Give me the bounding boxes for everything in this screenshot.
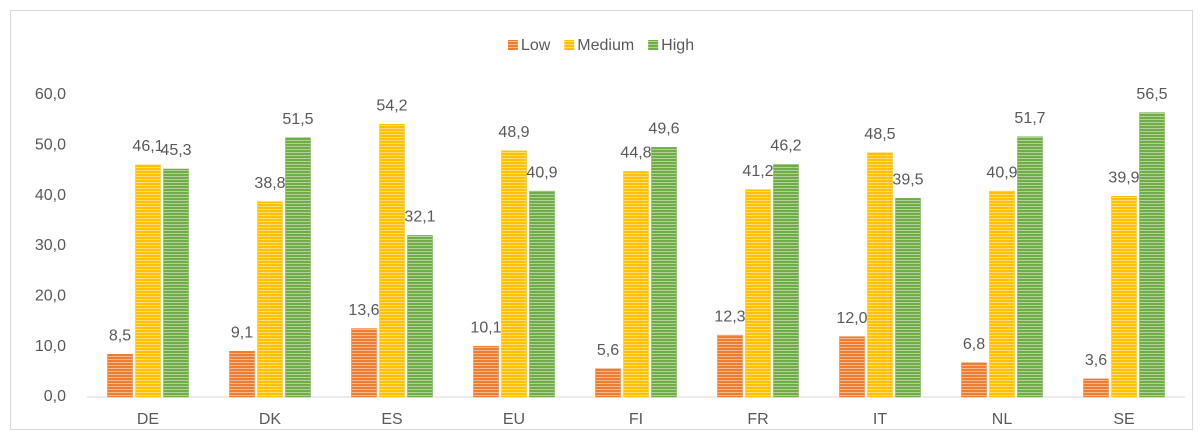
value-label: 45,3 — [160, 142, 191, 159]
value-label: 54,2 — [376, 97, 407, 114]
bar — [529, 190, 555, 398]
y-tick-label: 10,0 — [35, 338, 66, 355]
value-label: 56,5 — [1136, 86, 1167, 103]
bar — [407, 235, 433, 398]
bar — [107, 353, 133, 398]
x-tick-label: DK — [259, 411, 282, 428]
bar — [135, 164, 161, 398]
x-tick-label: DE — [137, 411, 159, 428]
value-label: 39,5 — [892, 171, 923, 188]
bar — [595, 368, 621, 398]
bar — [867, 152, 893, 398]
legend-swatch — [507, 40, 518, 50]
y-tick-label: 40,0 — [35, 187, 66, 204]
x-tick-label: IT — [873, 411, 887, 428]
bar — [1017, 136, 1043, 398]
x-tick-label: ES — [381, 411, 402, 428]
bar — [989, 190, 1015, 398]
legend: Low Medium High — [507, 37, 694, 54]
bar — [623, 171, 649, 398]
x-tick-label: FR — [747, 411, 768, 428]
value-label: 39,9 — [1108, 169, 1139, 186]
y-tick-label: 20,0 — [35, 288, 66, 305]
value-label: 12,0 — [836, 310, 867, 327]
value-label: 32,1 — [404, 209, 435, 226]
bar — [961, 362, 987, 398]
bar — [163, 168, 189, 398]
value-label: 5,6 — [597, 342, 619, 359]
bar — [745, 189, 771, 398]
x-tick-label: FI — [629, 411, 643, 428]
value-label: 46,2 — [770, 138, 801, 155]
value-label: 38,8 — [254, 175, 285, 192]
bar — [895, 197, 921, 398]
value-label: 51,7 — [1014, 110, 1045, 127]
value-label: 48,9 — [498, 124, 529, 141]
bar — [379, 123, 405, 398]
value-label: 9,1 — [231, 324, 253, 341]
y-tick-label: 60,0 — [35, 86, 66, 103]
bar — [351, 328, 377, 398]
bar — [1139, 112, 1165, 398]
value-label: 8,5 — [109, 327, 131, 344]
y-tick-label: 30,0 — [35, 237, 66, 254]
legend-label: Medium — [577, 37, 634, 54]
legend-label: High — [661, 37, 694, 54]
y-tick-label: 0,0 — [44, 388, 66, 405]
bar — [839, 336, 865, 398]
bar — [473, 345, 499, 398]
bar — [717, 334, 743, 398]
value-label: 44,8 — [620, 145, 651, 162]
value-label: 48,5 — [864, 126, 895, 143]
x-tick-label: EU — [503, 411, 525, 428]
bar — [1083, 378, 1109, 398]
bar — [285, 137, 311, 398]
x-tick-label: SE — [1113, 411, 1134, 428]
value-label: 41,2 — [742, 163, 773, 180]
value-label: 13,6 — [348, 302, 379, 319]
bar — [651, 147, 677, 398]
legend-label: Low — [521, 37, 551, 54]
bar — [229, 350, 255, 398]
legend-swatch — [564, 40, 575, 50]
value-label: 51,5 — [282, 111, 313, 128]
x-tick-label: NL — [992, 411, 1013, 428]
value-label: 49,6 — [648, 121, 679, 138]
bar — [257, 201, 283, 398]
legend-swatch — [648, 40, 659, 50]
value-label: 40,9 — [526, 164, 557, 181]
bar — [773, 164, 799, 398]
value-label: 46,1 — [132, 138, 163, 155]
bar — [501, 150, 527, 398]
value-label: 10,1 — [470, 319, 501, 336]
y-tick-label: 50,0 — [35, 137, 66, 154]
value-label: 6,8 — [963, 336, 985, 353]
value-label: 3,6 — [1085, 352, 1107, 369]
value-label: 12,3 — [714, 308, 745, 325]
bar — [1111, 195, 1137, 398]
value-label: 40,9 — [986, 164, 1017, 181]
